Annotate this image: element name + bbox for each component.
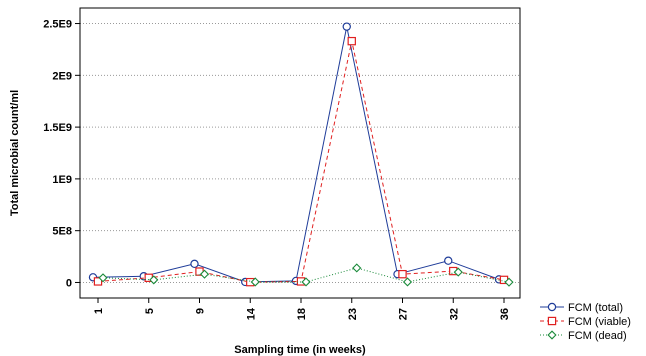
data-point: [347, 36, 356, 46]
legend-marker: [547, 330, 557, 340]
data-point: [453, 267, 463, 277]
x-tick-label: 36: [499, 308, 511, 320]
data-point: [352, 263, 362, 273]
x-tick-label: 18: [296, 308, 308, 320]
data-point: [98, 273, 108, 283]
x-tick-label: 5: [144, 308, 156, 314]
y-axis-title: Total microbial count/ml: [9, 90, 21, 216]
y-tick-label: 5E8: [52, 226, 72, 238]
data-point: [402, 277, 413, 287]
x-tick-label: 9: [195, 308, 207, 314]
legend-label: FCM (dead): [568, 330, 627, 342]
data-point: [190, 259, 199, 269]
x-tick-label: 1: [93, 308, 105, 314]
legend-marker: [547, 316, 557, 326]
legend-marker: [547, 302, 557, 312]
y-tick-label: 2.5E9: [43, 19, 72, 31]
data-point: [504, 277, 514, 287]
legend-label: FCM (total): [568, 302, 623, 314]
y-tick-label: 2E9: [52, 70, 72, 82]
data-point: [149, 275, 159, 285]
y-tick-label: 1E9: [52, 174, 72, 186]
legend: FCM (total) FCM (viable) FCM (dead): [540, 302, 631, 342]
data-point: [250, 277, 260, 287]
x-tick-label: 23: [347, 308, 359, 320]
series-0: [88, 22, 504, 287]
y-tick-label: 1.5E9: [43, 122, 72, 134]
series-line: [97, 41, 505, 283]
x-axis: 1 5 9 14 18 23 27 32 36: [93, 298, 511, 320]
gridlines: [80, 23, 520, 283]
x-tick-label: 14: [245, 307, 257, 320]
data-point: [342, 22, 351, 31]
y-tick-label: 0: [66, 277, 72, 289]
data-point: [301, 277, 311, 287]
y-axis: 0 5E8 1E9 1.5E9 2E9 2.5E9: [43, 19, 80, 289]
data-point: [444, 256, 453, 265]
x-tick-label: 32: [448, 308, 460, 320]
series-line: [92, 26, 500, 283]
x-tick-label: 27: [398, 308, 410, 320]
series-1: [93, 36, 509, 287]
data-point: [199, 269, 210, 279]
plot-area-frame: [79, 7, 521, 299]
legend-label: FCM (viable): [568, 316, 631, 328]
data-point: [93, 277, 103, 286]
x-axis-title: Sampling time (in weeks): [234, 344, 366, 356]
data-series: [88, 22, 514, 287]
data-point: [398, 269, 407, 279]
series-2: [98, 263, 514, 287]
